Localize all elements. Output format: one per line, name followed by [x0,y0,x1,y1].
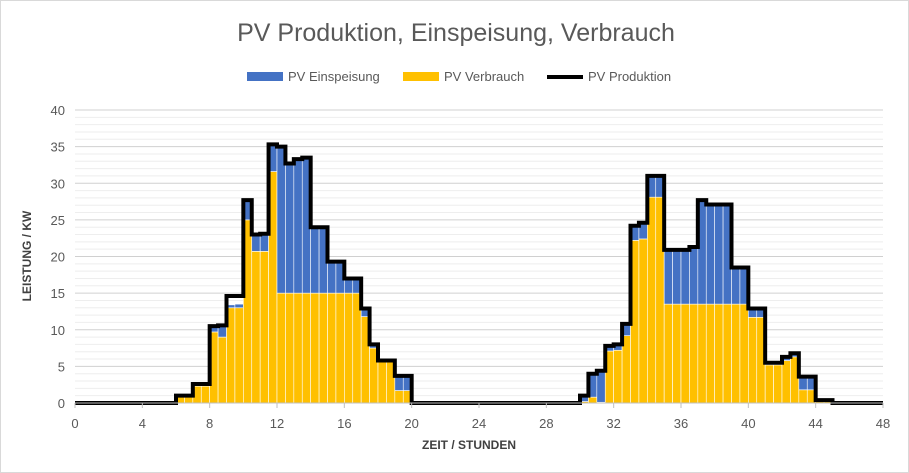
bar-pv-verbrauch [739,303,749,404]
x-tick-label: 4 [139,416,146,431]
bar-pv-einspeisung [689,246,699,305]
legend-label-pv-verbrauch: PV Verbrauch [444,69,524,84]
bar-pv-einspeisung [293,158,303,294]
x-tick-label: 16 [337,416,351,431]
bar-pv-verbrauch [335,292,345,404]
x-tick-label: 40 [741,416,755,431]
y-tick-label: 20 [51,250,65,265]
y-tick-label: 15 [51,286,65,301]
bar-pv-einspeisung [672,249,682,305]
bar-pv-verbrauch [680,303,690,404]
bar-pv-verbrauch [344,292,354,404]
bar-pv-verbrauch [327,292,337,404]
bar-pv-verbrauch [318,292,328,404]
bar-pv-einspeisung [276,146,286,294]
bar-pv-verbrauch [377,360,387,404]
bar-pv-einspeisung [327,261,337,294]
bar-pv-verbrauch [798,389,808,404]
bar-pv-verbrauch [310,292,320,404]
bar-pv-einspeisung [285,163,295,294]
x-tick-label: 20 [404,416,418,431]
bar-pv-verbrauch [781,360,791,404]
y-tick-label: 30 [51,176,65,191]
x-tick-label: 32 [606,416,620,431]
bar-pv-einspeisung [731,267,741,305]
bar-pv-verbrauch [773,364,783,404]
legend-swatch-pv-einspeisung [247,72,283,81]
x-tick-label: 48 [876,416,890,431]
bar-pv-verbrauch [259,251,269,404]
bar-pv-verbrauch [285,292,295,404]
bar-pv-verbrauch [588,396,598,404]
bar-pv-einspeisung [714,204,724,305]
bar-pv-verbrauch [705,303,715,404]
x-tick-label: 44 [808,416,822,431]
y-tick-label: 25 [51,213,65,228]
bar-pv-verbrauch [184,396,194,404]
bar-pv-verbrauch [764,364,774,404]
x-tick-label: 36 [674,416,688,431]
y-tick-label: 40 [51,103,65,118]
y-tick-label: 5 [58,359,65,374]
bar-layer [175,144,833,404]
bar-pv-einspeisung [680,249,690,305]
chart-title: PV Produktion, Einspeisung, Verbrauch [237,19,675,47]
legend-label-pv-produktion: PV Produktion [588,69,671,84]
legend-swatch-pv-verbrauch [403,72,439,81]
bar-pv-einspeisung [394,375,404,391]
x-tick-label: 24 [472,416,486,431]
bar-pv-verbrauch [647,196,657,404]
bar-pv-einspeisung [705,204,715,305]
bar-pv-verbrauch [748,316,758,404]
x-tick-label: 12 [270,416,284,431]
bar-pv-einspeisung [344,278,354,294]
bar-pv-verbrauch [722,303,732,404]
bar-pv-verbrauch [731,303,741,404]
bar-pv-verbrauch [234,307,244,404]
bar-pv-einspeisung [234,303,244,309]
x-tick-label: 0 [71,416,78,431]
y-tick-label: 35 [51,140,65,155]
bar-pv-verbrauch [672,303,682,404]
bar-pv-einspeisung [663,249,673,305]
y-tick-label: 10 [51,323,65,338]
y-axis-label: LEISTUNG / KW [20,210,34,301]
bar-pv-einspeisung [251,234,261,252]
bar-pv-verbrauch [613,349,623,404]
x-axis-label: ZEIT / STUNDEN [422,438,516,452]
bar-pv-verbrauch [638,238,648,404]
bar-pv-verbrauch [251,251,261,404]
bar-pv-verbrauch [200,385,210,404]
bar-pv-verbrauch [276,292,286,404]
y-tick-label: 0 [58,396,65,411]
bar-pv-verbrauch [689,303,699,404]
legend: PV Einspeisung PV Verbrauch PV Produktio… [247,69,671,84]
x-tick-label: 8 [206,416,213,431]
bar-pv-verbrauch [394,390,404,404]
bar-pv-verbrauch [293,292,303,404]
bar-pv-verbrauch [697,303,707,404]
legend-label-pv-einspeisung: PV Einspeisung [288,69,380,84]
bar-pv-einspeisung [310,226,320,294]
bar-pv-verbrauch [714,303,724,404]
bar-pv-verbrauch [217,336,227,404]
bar-pv-verbrauch [301,292,311,404]
x-tick-label: 28 [539,416,553,431]
bar-pv-verbrauch [663,303,673,404]
